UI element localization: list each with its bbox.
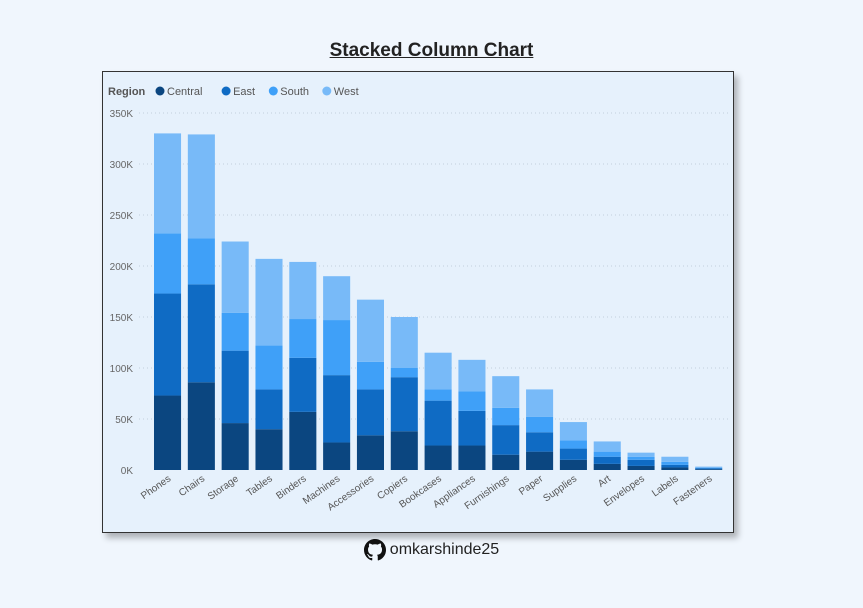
bar-segment — [458, 391, 486, 411]
x-tick-label: Paper — [517, 473, 546, 498]
x-tick-label: Phones — [139, 473, 173, 501]
bar-segment — [390, 377, 418, 432]
bar-segment — [154, 233, 182, 294]
bar-segment — [289, 261, 317, 320]
y-tick-label: 150K — [110, 313, 134, 324]
bar-segment — [390, 368, 418, 378]
bar-segment — [458, 359, 486, 392]
bar-segment — [424, 352, 452, 390]
bar-segment — [154, 133, 182, 234]
y-tick-label: 350K — [110, 109, 134, 120]
bar-segment — [695, 468, 723, 470]
legend-marker — [268, 86, 278, 96]
bar-segment — [356, 389, 384, 436]
bar-segment — [627, 452, 655, 457]
bar-segment — [390, 431, 418, 470]
bar-segment — [492, 376, 520, 408]
bar-segment — [255, 345, 283, 390]
bar-segment — [593, 451, 621, 457]
bar-segment — [627, 459, 655, 466]
bar-segment — [593, 463, 621, 470]
page-title: Stacked Column Chart — [329, 40, 534, 61]
bar-segment — [255, 429, 283, 470]
bar-segment — [221, 350, 249, 424]
bar-segment — [323, 276, 351, 321]
bar-segment — [492, 425, 520, 455]
bar-segment — [559, 422, 587, 441]
x-tick-label: Art — [596, 473, 613, 489]
y-tick-label: 250K — [110, 211, 134, 222]
bar-segment — [390, 317, 418, 368]
bar-segment — [323, 442, 351, 470]
y-tick-label: 200K — [110, 262, 134, 273]
y-tick-label: 50K — [115, 415, 133, 426]
bar-segment — [187, 382, 215, 470]
bar-segment — [661, 456, 689, 462]
bar-segment — [458, 445, 486, 470]
bar-segment — [661, 461, 689, 465]
bar-segment — [424, 445, 452, 470]
bar-segment — [526, 389, 554, 417]
bar-segment — [593, 441, 621, 452]
bar-segment — [424, 400, 452, 446]
x-tick-label: Storage — [206, 473, 241, 502]
chart-card: 0K 50K 100K 150K 200K 250K 300K 350K Region Centr… — [102, 71, 734, 533]
bar-segment — [356, 299, 384, 362]
x-tick-label: Fasteners — [672, 473, 715, 508]
bar-segment — [627, 456, 655, 460]
bar-segment — [187, 134, 215, 239]
legend-marker — [155, 86, 165, 96]
bar-segment — [356, 435, 384, 470]
x-tick-label: Supplies — [541, 473, 579, 504]
y-tick-label: 300K — [110, 160, 134, 171]
legend-marker — [221, 86, 231, 96]
github-icon — [363, 539, 386, 561]
bar-segment — [255, 258, 283, 346]
legend-entry: South — [280, 86, 309, 98]
bar-segment — [221, 241, 249, 313]
footer-handle[interactable]: omkarshinde25 — [389, 541, 500, 558]
legend-entry: East — [233, 86, 255, 98]
bar-segment — [154, 395, 182, 470]
bar-segment — [424, 389, 452, 401]
x-tick-label: Tables — [245, 473, 275, 499]
legend-title: Region — [108, 86, 146, 98]
bar-segment — [559, 448, 587, 460]
bar-segment — [221, 423, 249, 470]
stacked-column-chart: 0K 50K 100K 150K 200K 250K 300K 350K Region Centr… — [108, 86, 731, 513]
bar-segment — [255, 389, 283, 430]
footer: omkarshinde25 — [0, 539, 863, 561]
bar-segment — [289, 411, 317, 470]
bar-segment — [559, 459, 587, 470]
bar-segment — [526, 432, 554, 452]
bar-segment — [526, 451, 554, 470]
bar-segment — [695, 466, 723, 468]
bar-segment — [323, 375, 351, 443]
bar-segment — [289, 357, 317, 412]
bar-segment — [695, 467, 723, 469]
bar-segment — [187, 238, 215, 285]
bar-segment — [323, 320, 351, 376]
bar-segment — [356, 361, 384, 390]
legend-entry: West — [334, 86, 359, 98]
y-tick-label: 0K — [121, 466, 134, 477]
legend-marker — [322, 86, 332, 96]
y-tick-label: 100K — [110, 364, 134, 375]
bar-segment — [661, 464, 689, 468]
bar-segment — [458, 410, 486, 446]
x-tick-label: Chairs — [177, 473, 207, 499]
bar-segment — [187, 284, 215, 383]
bar-segment — [492, 407, 520, 426]
bar-segment — [627, 465, 655, 470]
bar-segment — [492, 454, 520, 470]
bar-segment — [154, 293, 182, 396]
bar-segment — [559, 440, 587, 449]
bar-segment — [661, 467, 689, 470]
bar-segment — [593, 456, 621, 464]
bar-segment — [221, 312, 249, 351]
bar-segment — [695, 469, 723, 470]
legend-entry: Central — [167, 86, 202, 98]
bar-segment — [526, 416, 554, 433]
bar-segment — [289, 319, 317, 358]
